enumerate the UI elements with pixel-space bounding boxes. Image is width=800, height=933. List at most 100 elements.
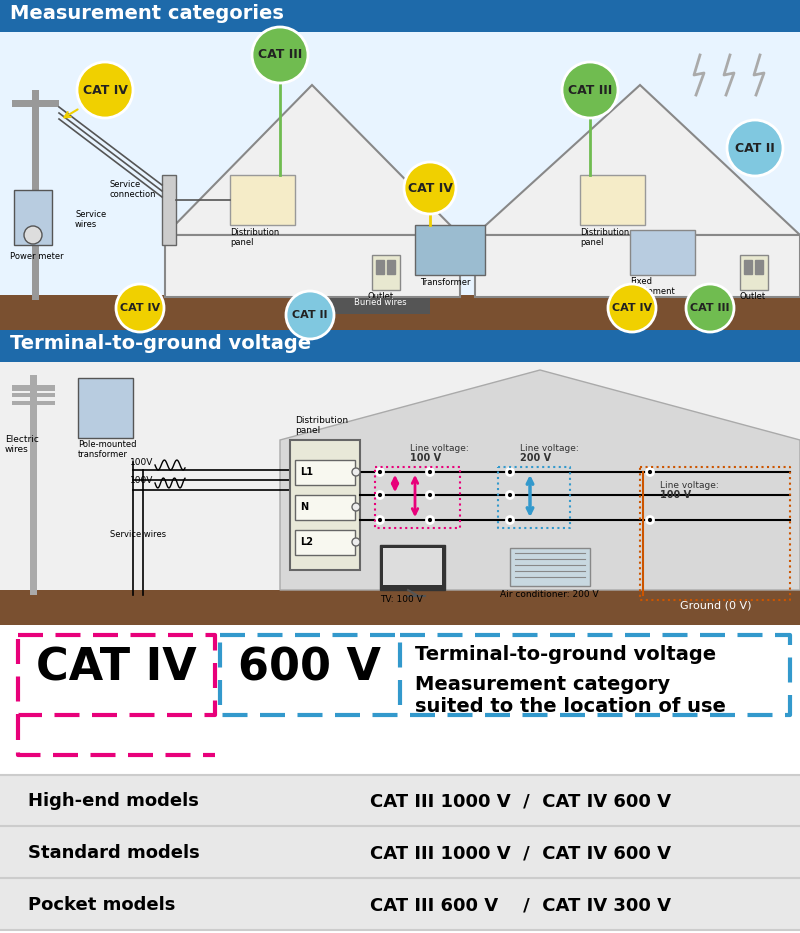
Bar bbox=[376, 260, 384, 274]
Text: CAT III 1000 V  /  CAT IV 600 V: CAT III 1000 V / CAT IV 600 V bbox=[370, 844, 671, 862]
Circle shape bbox=[352, 538, 360, 546]
Text: Line voltage:: Line voltage: bbox=[660, 481, 718, 490]
Circle shape bbox=[77, 62, 133, 118]
Circle shape bbox=[352, 503, 360, 511]
Bar bbox=[0, 362, 800, 590]
Text: CAT IV: CAT IV bbox=[407, 182, 453, 194]
Circle shape bbox=[352, 468, 360, 476]
Text: CAT IV: CAT IV bbox=[612, 303, 652, 313]
Text: CAT III 600 V    /  CAT IV 300 V: CAT III 600 V / CAT IV 300 V bbox=[370, 896, 671, 914]
Text: Buried wires: Buried wires bbox=[354, 298, 406, 307]
Text: Service
connection: Service connection bbox=[110, 180, 157, 200]
Bar bbox=[78, 378, 133, 438]
Text: Pocket models: Pocket models bbox=[28, 896, 175, 914]
Bar bbox=[12, 100, 59, 107]
Bar bbox=[295, 495, 355, 520]
Text: 100V: 100V bbox=[130, 458, 154, 467]
Text: Transformer: Transformer bbox=[420, 278, 470, 287]
Text: 100 V: 100 V bbox=[410, 453, 441, 463]
Bar bbox=[295, 460, 355, 485]
Text: CAT II: CAT II bbox=[735, 142, 775, 155]
Text: Distribution
panel: Distribution panel bbox=[230, 228, 279, 247]
Bar bbox=[330, 298, 430, 314]
Circle shape bbox=[377, 468, 383, 476]
Bar bbox=[0, 330, 800, 362]
Text: 200 V: 200 V bbox=[520, 453, 551, 463]
Text: Line voltage:: Line voltage: bbox=[410, 444, 469, 453]
Circle shape bbox=[286, 291, 334, 339]
Text: Line voltage:: Line voltage: bbox=[520, 444, 578, 453]
Circle shape bbox=[377, 492, 383, 498]
Bar bbox=[372, 255, 400, 290]
Text: Measurement categories: Measurement categories bbox=[10, 4, 284, 23]
Circle shape bbox=[646, 468, 654, 476]
Text: Terminal-to-ground voltage: Terminal-to-ground voltage bbox=[415, 645, 716, 664]
Bar bbox=[0, 879, 800, 930]
Circle shape bbox=[608, 284, 656, 332]
Text: 100 V: 100 V bbox=[660, 490, 691, 500]
Text: CAT IV: CAT IV bbox=[36, 647, 196, 689]
Text: Terminal-to-ground voltage: Terminal-to-ground voltage bbox=[10, 334, 311, 353]
Circle shape bbox=[646, 517, 654, 523]
Text: CAT IV: CAT IV bbox=[82, 83, 127, 96]
Polygon shape bbox=[165, 85, 460, 235]
Text: Air conditioner: 200 V: Air conditioner: 200 V bbox=[500, 590, 598, 599]
Bar bbox=[290, 440, 360, 570]
Text: Power meter: Power meter bbox=[10, 252, 64, 261]
Bar bbox=[475, 235, 800, 297]
Text: N: N bbox=[300, 502, 308, 512]
Bar bbox=[387, 260, 395, 274]
Circle shape bbox=[24, 226, 42, 244]
Bar bbox=[0, 827, 800, 878]
Bar bbox=[30, 375, 37, 595]
Bar bbox=[12, 393, 55, 397]
Text: Distribution
panel: Distribution panel bbox=[295, 415, 348, 435]
Text: TV: 100 V: TV: 100 V bbox=[380, 595, 422, 604]
Circle shape bbox=[404, 162, 456, 214]
Bar bbox=[415, 225, 485, 275]
Bar bbox=[510, 548, 590, 586]
Bar bbox=[230, 175, 295, 225]
Bar bbox=[580, 175, 645, 225]
Circle shape bbox=[727, 120, 783, 176]
Circle shape bbox=[377, 517, 383, 523]
Bar bbox=[630, 230, 695, 275]
Circle shape bbox=[426, 468, 434, 476]
Bar bbox=[0, 775, 800, 826]
Text: Service
wires: Service wires bbox=[75, 210, 106, 230]
Text: Standard models: Standard models bbox=[28, 844, 200, 862]
Text: CAT IV: CAT IV bbox=[120, 303, 160, 313]
Circle shape bbox=[506, 492, 514, 498]
Text: Ground (0 V): Ground (0 V) bbox=[680, 600, 751, 610]
Bar bbox=[383, 548, 442, 585]
Bar bbox=[0, 590, 800, 625]
Text: Electric
wires: Electric wires bbox=[5, 435, 39, 454]
Bar bbox=[0, 295, 800, 330]
Bar bbox=[380, 545, 445, 590]
Text: 100V: 100V bbox=[130, 476, 154, 485]
Circle shape bbox=[426, 492, 434, 498]
Circle shape bbox=[116, 284, 164, 332]
Bar bbox=[740, 255, 768, 290]
Text: CAT III: CAT III bbox=[568, 83, 612, 96]
Text: L2: L2 bbox=[300, 537, 313, 547]
Text: Fixed
equipment: Fixed equipment bbox=[630, 277, 676, 297]
Circle shape bbox=[686, 284, 734, 332]
Bar bbox=[12, 385, 55, 391]
Circle shape bbox=[562, 62, 618, 118]
Text: Outlet: Outlet bbox=[740, 292, 766, 301]
Polygon shape bbox=[475, 85, 800, 235]
Circle shape bbox=[506, 468, 514, 476]
Bar bbox=[165, 235, 460, 297]
Bar bbox=[755, 260, 763, 274]
Text: High-end models: High-end models bbox=[28, 792, 199, 810]
Bar bbox=[14, 190, 52, 245]
Text: Service wires: Service wires bbox=[110, 530, 166, 539]
Circle shape bbox=[426, 517, 434, 523]
Circle shape bbox=[252, 27, 308, 83]
Bar bbox=[0, 32, 800, 295]
Text: CAT II: CAT II bbox=[292, 310, 328, 320]
Text: 600 V: 600 V bbox=[238, 647, 382, 689]
Bar bbox=[295, 530, 355, 555]
Bar bbox=[0, 625, 800, 775]
